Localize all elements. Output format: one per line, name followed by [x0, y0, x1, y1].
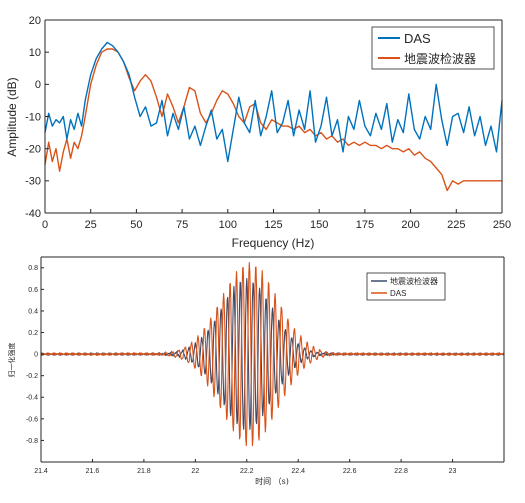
x-tick-label: 150 — [310, 219, 328, 231]
y-tick-label: 0.6 — [28, 287, 38, 294]
x-tick-label: 22.2 — [240, 468, 254, 475]
x-tick-label: 25 — [85, 219, 97, 231]
x-tick-label: 21.6 — [86, 468, 100, 475]
y-tick-label: 0 — [34, 352, 38, 359]
x-tick-label: 125 — [264, 219, 282, 231]
x-tick-label: 50 — [130, 219, 142, 231]
y-tick-label: -0.8 — [26, 438, 38, 445]
spectrum-legend: DAS 地震波检波器 — [371, 26, 495, 70]
x-tick-label: 22.8 — [394, 468, 408, 475]
x-tick-label: 21.4 — [34, 468, 48, 475]
x-tick-label: 225 — [447, 219, 465, 231]
x-tick-label: 175 — [356, 219, 374, 231]
waveform-series-layer — [40, 262, 505, 447]
y-tick-label: -10 — [25, 111, 41, 123]
y-tick-label: 20 — [29, 15, 41, 27]
spectrum-series-layer — [44, 41, 503, 192]
x-tick-label: 0 — [42, 219, 48, 231]
waveform-legend-frame — [366, 272, 446, 301]
y-tick-label: 0.8 — [28, 265, 38, 272]
waveform-legend: 地震波检波器 DAS — [366, 272, 446, 301]
series-line-0 — [44, 41, 503, 163]
spectrum-legend-das-label: DAS — [404, 31, 431, 46]
y-tick-label: 0.2 — [28, 330, 38, 337]
x-tick-label: 100 — [219, 219, 237, 231]
y-tick-label: 0 — [35, 79, 41, 91]
y-tick-label: 0.4 — [28, 308, 38, 315]
x-tick-label: 23 — [449, 468, 457, 475]
x-tick-label: 22.6 — [343, 468, 357, 475]
x-tick-label: 22 — [191, 468, 199, 475]
waveform-legend-das-label: DAS — [390, 289, 406, 298]
y-tick-label: -0.6 — [26, 416, 38, 423]
x-tick-label: 200 — [401, 219, 419, 231]
x-tick-label: 250 — [493, 219, 511, 231]
y-tick-label: -0.4 — [26, 395, 38, 402]
y-tick-label: -0.2 — [26, 373, 38, 380]
spectrum-y-axis-label: Amplitude (dB) — [5, 77, 19, 156]
y-tick-label: -20 — [25, 144, 41, 156]
waveform-chart: 21.4 21.6 21.8 22 22.2 22.4 22.6 22.8 23 0.80.60… — [7, 256, 505, 486]
waveform-y-ticks: 0.8 0.6 0.4 0.2 0 -0.2 -0.4 -0.6 -0.8 — [26, 265, 44, 445]
waveform-y-axis-label: 归一化强度 — [7, 343, 16, 378]
waveform-x-axis-label: 时间 （s) — [255, 476, 289, 486]
spectrum-legend-frame — [371, 26, 495, 70]
x-tick-label: 75 — [176, 219, 188, 231]
x-tick-label: 22.4 — [291, 468, 305, 475]
waveform-x-ticks: 21.4 21.6 21.8 22 22.2 22.4 22.6 22.8 23 — [34, 459, 457, 475]
waveform-legend-geophone-label: 地震波检波器 — [390, 276, 438, 286]
spectrum-y-ticks: 20 10 0 -10 -20 -30 -40 — [25, 15, 49, 220]
spectrum-legend-geophone-label: 地震波检波器 — [404, 51, 476, 66]
spectrum-x-ticks: 0 25 50 75 100 125 150 175 200 225 250 — [42, 209, 511, 231]
y-tick-label: -30 — [25, 176, 41, 188]
y-tick-label: -40 — [25, 208, 41, 220]
y-tick-label: 10 — [29, 47, 41, 59]
x-tick-label: 21.8 — [137, 468, 151, 475]
series-line-1 — [40, 262, 505, 447]
spectrum-x-axis-label: Frequency (Hz) — [232, 236, 315, 250]
spectrum-chart: 0 25 50 75 100 125 150 175 200 225 250 20100-10-20… — [5, 15, 511, 250]
